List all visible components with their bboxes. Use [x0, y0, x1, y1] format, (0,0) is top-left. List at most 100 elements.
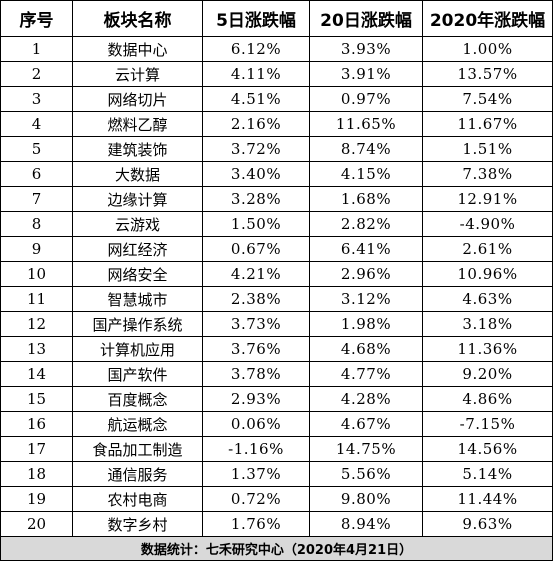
- table-row: 5 建筑装饰 3.72% 8.74% 1.51%: [0, 136, 553, 162]
- row-20day-change: 4.28%: [309, 386, 423, 412]
- row-sector-name: 智慧城市: [72, 286, 203, 312]
- row-sector-name: 通信服务: [72, 461, 203, 487]
- row-index: 1: [0, 36, 73, 62]
- row-sector-name: 燃料乙醇: [72, 111, 203, 137]
- row-sector-name: 建筑装饰: [72, 136, 203, 162]
- row-5day-change: 2.16%: [202, 111, 310, 137]
- table-row: 4 燃料乙醇 2.16% 11.65% 11.67%: [0, 111, 553, 137]
- row-20day-change: 4.15%: [309, 161, 423, 187]
- row-ytd-change: 9.63%: [422, 511, 553, 537]
- row-5day-change: 2.93%: [202, 386, 310, 412]
- row-sector-name: 百度概念: [72, 386, 203, 412]
- row-index: 18: [0, 461, 73, 487]
- row-ytd-change: -7.15%: [422, 411, 553, 437]
- row-index: 19: [0, 486, 73, 512]
- row-5day-change: 0.06%: [202, 411, 310, 437]
- row-20day-change: 2.82%: [309, 211, 423, 237]
- row-ytd-change: 11.67%: [422, 111, 553, 137]
- table-row: 11 智慧城市 2.38% 3.12% 4.63%: [0, 286, 553, 312]
- row-20day-change: 8.94%: [309, 511, 423, 537]
- row-index: 16: [0, 411, 73, 437]
- row-sector-name: 国产操作系统: [72, 311, 203, 337]
- row-ytd-change: 7.38%: [422, 161, 553, 187]
- data-source-note: 数据统计：七禾研究中心（2020年4月21日）: [0, 536, 553, 561]
- table-row: 7 边缘计算 3.28% 1.68% 12.91%: [0, 186, 553, 212]
- row-ytd-change: 4.86%: [422, 386, 553, 412]
- row-ytd-change: 11.36%: [422, 336, 553, 362]
- row-ytd-change: 1.51%: [422, 136, 553, 162]
- row-sector-name: 数字乡村: [72, 511, 203, 537]
- row-sector-name: 云计算: [72, 61, 203, 87]
- row-20day-change: 0.97%: [309, 86, 423, 112]
- row-20day-change: 4.77%: [309, 361, 423, 387]
- table-row: 8 云游戏 1.50% 2.82% -4.90%: [0, 211, 553, 237]
- row-sector-name: 农村电商: [72, 486, 203, 512]
- table-row: 20 数字乡村 1.76% 8.94% 9.63%: [0, 511, 553, 537]
- row-5day-change: 0.72%: [202, 486, 310, 512]
- row-20day-change: 4.68%: [309, 336, 423, 362]
- table-row: 17 食品加工制造 -1.16% 14.75% 14.56%: [0, 436, 553, 462]
- row-index: 3: [0, 86, 73, 112]
- row-20day-change: 1.98%: [309, 311, 423, 337]
- table-row: 2 云计算 4.11% 3.91% 13.57%: [0, 61, 553, 87]
- table-row: 15 百度概念 2.93% 4.28% 4.86%: [0, 386, 553, 412]
- table-row: 18 通信服务 1.37% 5.56% 5.14%: [0, 461, 553, 487]
- row-sector-name: 国产软件: [72, 361, 203, 387]
- row-index: 13: [0, 336, 73, 362]
- row-5day-change: 1.37%: [202, 461, 310, 487]
- row-sector-name: 网络切片: [72, 86, 203, 112]
- row-ytd-change: 10.96%: [422, 261, 553, 287]
- row-index: 12: [0, 311, 73, 337]
- row-20day-change: 8.74%: [309, 136, 423, 162]
- row-index: 5: [0, 136, 73, 162]
- row-ytd-change: 13.57%: [422, 61, 553, 87]
- header-20day-change: 20日涨跌幅: [309, 0, 423, 37]
- row-20day-change: 11.65%: [309, 111, 423, 137]
- row-5day-change: 6.12%: [202, 36, 310, 62]
- row-ytd-change: 5.14%: [422, 461, 553, 487]
- row-20day-change: 6.41%: [309, 236, 423, 262]
- row-20day-change: 3.12%: [309, 286, 423, 312]
- row-ytd-change: 4.63%: [422, 286, 553, 312]
- row-index: 15: [0, 386, 73, 412]
- row-5day-change: 4.11%: [202, 61, 310, 87]
- row-index: 9: [0, 236, 73, 262]
- row-index: 10: [0, 261, 73, 287]
- row-index: 11: [0, 286, 73, 312]
- row-20day-change: 3.91%: [309, 61, 423, 87]
- row-20day-change: 9.80%: [309, 486, 423, 512]
- row-sector-name: 食品加工制造: [72, 436, 203, 462]
- header-5day-change: 5日涨跌幅: [202, 0, 310, 37]
- row-5day-change: 4.51%: [202, 86, 310, 112]
- row-20day-change: 14.75%: [309, 436, 423, 462]
- row-ytd-change: 2.61%: [422, 236, 553, 262]
- row-5day-change: 4.21%: [202, 261, 310, 287]
- row-index: 17: [0, 436, 73, 462]
- row-5day-change: 1.76%: [202, 511, 310, 537]
- table-row: 9 网红经济 0.67% 6.41% 2.61%: [0, 236, 553, 262]
- row-5day-change: 2.38%: [202, 286, 310, 312]
- row-sector-name: 大数据: [72, 161, 203, 187]
- row-5day-change: 3.28%: [202, 186, 310, 212]
- row-ytd-change: 1.00%: [422, 36, 553, 62]
- header-index: 序号: [0, 0, 73, 37]
- row-5day-change: 3.76%: [202, 336, 310, 362]
- footer-row: 数据统计：七禾研究中心（2020年4月21日）: [0, 536, 553, 561]
- row-ytd-change: 11.44%: [422, 486, 553, 512]
- row-20day-change: 3.93%: [309, 36, 423, 62]
- row-sector-name: 网络安全: [72, 261, 203, 287]
- row-index: 6: [0, 161, 73, 187]
- table-row: 19 农村电商 0.72% 9.80% 11.44%: [0, 486, 553, 512]
- row-index: 4: [0, 111, 73, 137]
- row-20day-change: 4.67%: [309, 411, 423, 437]
- row-5day-change: 3.40%: [202, 161, 310, 187]
- row-5day-change: 3.78%: [202, 361, 310, 387]
- row-5day-change: 3.73%: [202, 311, 310, 337]
- table-row: 16 航运概念 0.06% 4.67% -7.15%: [0, 411, 553, 437]
- row-index: 14: [0, 361, 73, 387]
- row-sector-name: 计算机应用: [72, 336, 203, 362]
- table-row: 6 大数据 3.40% 4.15% 7.38%: [0, 161, 553, 187]
- row-20day-change: 5.56%: [309, 461, 423, 487]
